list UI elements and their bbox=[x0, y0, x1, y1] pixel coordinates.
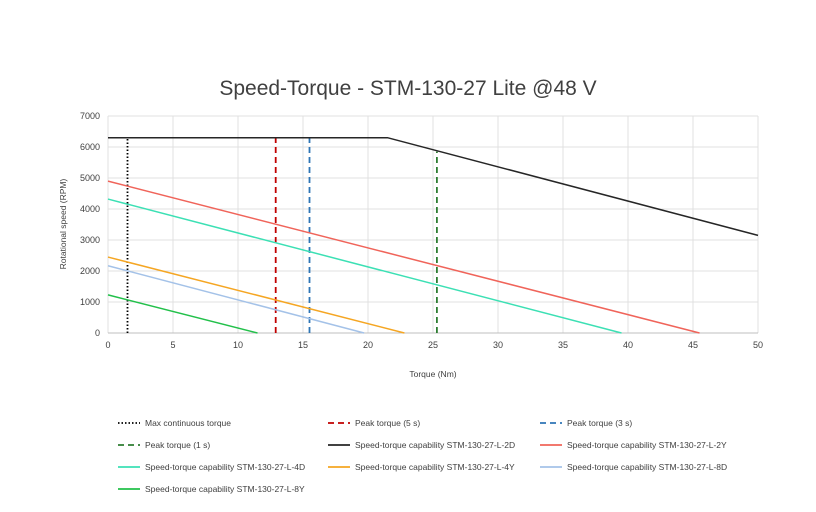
series-line-8 bbox=[107, 265, 365, 334]
series-layer bbox=[107, 136, 759, 334]
y-tick-label-0: 0 bbox=[95, 328, 100, 338]
legend: Max continuous torque Peak torque (5 s) Pe… bbox=[118, 418, 727, 494]
y-tick-label-4: 4000 bbox=[80, 204, 100, 214]
x-axis-label: Torque (Nm) bbox=[409, 369, 456, 379]
series-line-9 bbox=[107, 294, 258, 334]
legend-label-4: Speed-torque capability STM-130-27-L-2D bbox=[355, 440, 515, 450]
y-tick-label-5: 5000 bbox=[80, 173, 100, 183]
legend-label-1: Peak torque (5 s) bbox=[355, 418, 420, 428]
tick-layer: 0 1000 2000 3000 4000 5000 6000 7000 0 5 10 15 20 25 3… bbox=[80, 111, 763, 350]
series-line-5 bbox=[107, 180, 700, 334]
series-line-7 bbox=[107, 256, 405, 334]
grid-layer bbox=[107, 115, 759, 334]
legend-label-3: Peak torque (1 s) bbox=[145, 440, 210, 450]
y-tick-label-2: 2000 bbox=[80, 266, 100, 276]
x-tick-label-2: 10 bbox=[233, 340, 243, 350]
x-tick-label-5: 25 bbox=[428, 340, 438, 350]
series-line-6 bbox=[107, 198, 622, 334]
legend-label-2: Peak torque (3 s) bbox=[567, 418, 632, 428]
x-tick-label-7: 35 bbox=[558, 340, 568, 350]
legend-label-6: Speed-torque capability STM-130-27-L-4D bbox=[145, 462, 305, 472]
x-tick-label-6: 30 bbox=[493, 340, 503, 350]
legend-label-0: Max continuous torque bbox=[145, 418, 231, 428]
y-tick-label-3: 3000 bbox=[80, 235, 100, 245]
x-tick-label-8: 40 bbox=[623, 340, 633, 350]
x-tick-label-9: 45 bbox=[688, 340, 698, 350]
y-axis-label: Rotational speed (RPM) bbox=[58, 178, 68, 269]
y-tick-label-1: 1000 bbox=[80, 297, 100, 307]
x-tick-label-4: 20 bbox=[363, 340, 373, 350]
x-tick-label-10: 50 bbox=[753, 340, 763, 350]
x-tick-label-3: 15 bbox=[298, 340, 308, 350]
x-tick-label-0: 0 bbox=[105, 340, 110, 350]
legend-label-8: Speed-torque capability STM-130-27-L-8D bbox=[567, 462, 727, 472]
y-tick-label-6: 6000 bbox=[80, 142, 100, 152]
y-tick-label-7: 7000 bbox=[80, 111, 100, 121]
legend-label-5: Speed-torque capability STM-130-27-L-2Y bbox=[567, 440, 727, 450]
legend-label-9: Speed-torque capability STM-130-27-L-8Y bbox=[145, 484, 305, 494]
legend-label-7: Speed-torque capability STM-130-27-L-4Y bbox=[355, 462, 515, 472]
chart-title: Speed-Torque - STM-130-27 Lite @48 V bbox=[219, 77, 596, 100]
series-line-4 bbox=[108, 136, 759, 237]
x-tick-label-1: 5 bbox=[170, 340, 175, 350]
